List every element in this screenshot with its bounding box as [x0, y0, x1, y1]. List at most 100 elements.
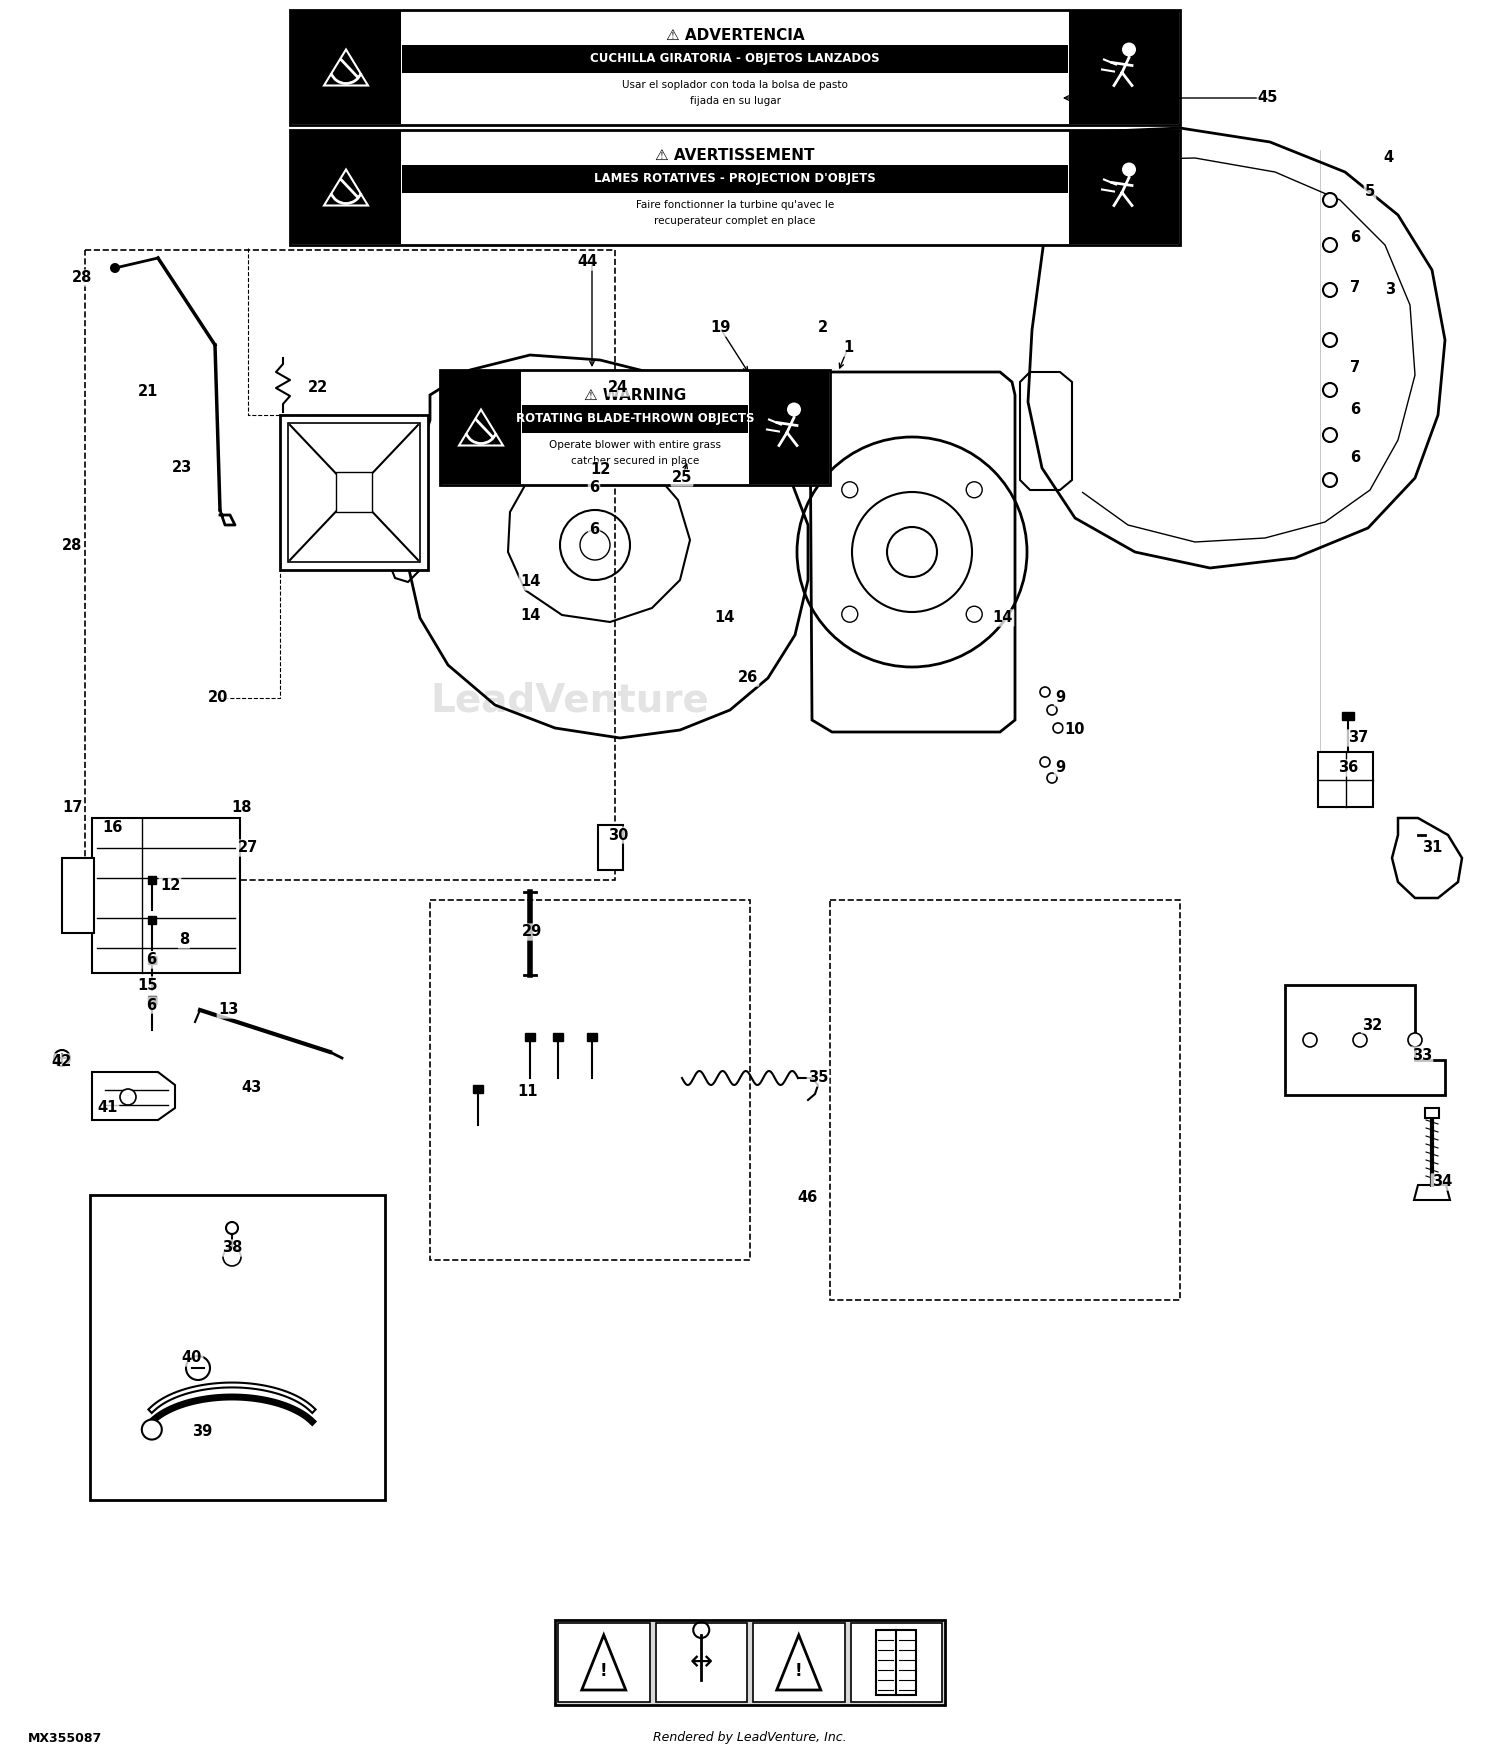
Text: ⚠ ADVERTENCIA: ⚠ ADVERTENCIA	[666, 28, 804, 42]
Circle shape	[1040, 758, 1050, 766]
Bar	[62, 858, 94, 933]
Bar	[280, 415, 428, 570]
Text: 2: 2	[818, 320, 828, 336]
Text: recuperateur complet en place: recuperateur complet en place	[654, 217, 816, 226]
Text: 34: 34	[1432, 1174, 1452, 1190]
Text: 14: 14	[993, 611, 1012, 625]
Circle shape	[110, 262, 120, 273]
Bar	[525, 1032, 536, 1041]
Circle shape	[224, 1248, 242, 1265]
Text: 12: 12	[160, 877, 180, 892]
Circle shape	[1323, 238, 1336, 252]
Bar	[148, 996, 156, 1004]
Text: 32: 32	[1362, 1017, 1382, 1032]
Circle shape	[226, 1222, 238, 1234]
Text: 23: 23	[172, 460, 192, 476]
Circle shape	[842, 481, 858, 497]
Text: 28: 28	[62, 537, 82, 553]
Text: 40: 40	[182, 1351, 203, 1365]
Text: 46: 46	[798, 1190, 818, 1206]
Bar	[402, 44, 1068, 74]
Circle shape	[1323, 383, 1336, 397]
Bar	[554, 1032, 562, 1041]
Bar	[1070, 131, 1179, 243]
Text: 6: 6	[146, 997, 156, 1013]
Bar	[90, 1195, 386, 1500]
Text: 42: 42	[53, 1055, 72, 1069]
Text: 5: 5	[1365, 184, 1376, 200]
Text: 31: 31	[1422, 840, 1442, 856]
Text: 38: 38	[222, 1241, 242, 1255]
Text: 27: 27	[238, 840, 258, 856]
Circle shape	[966, 481, 982, 497]
Text: 4: 4	[1383, 150, 1394, 166]
Text: Usar el soplador con toda la bolsa de pasto: Usar el soplador con toda la bolsa de pa…	[622, 80, 848, 91]
Bar	[290, 130, 1180, 245]
Text: Rendered by LeadVenture, Inc.: Rendered by LeadVenture, Inc.	[652, 1731, 847, 1745]
Text: 13: 13	[217, 1003, 238, 1017]
Circle shape	[142, 1419, 162, 1440]
Circle shape	[1122, 163, 1136, 177]
Circle shape	[1323, 429, 1336, 443]
Text: !: !	[795, 1662, 802, 1680]
Text: LeadVenture: LeadVenture	[430, 681, 710, 719]
Text: 26: 26	[738, 670, 758, 686]
Bar	[430, 900, 750, 1260]
Bar	[850, 1622, 942, 1703]
Text: 15: 15	[138, 978, 159, 992]
Bar	[148, 877, 156, 884]
Text: catcher secured in place: catcher secured in place	[572, 457, 699, 466]
Bar	[1342, 712, 1354, 719]
Text: 24: 24	[608, 380, 628, 396]
Text: 14: 14	[716, 611, 735, 625]
Text: 28: 28	[72, 271, 92, 285]
Circle shape	[1053, 723, 1064, 733]
Bar	[656, 1622, 747, 1703]
Bar	[586, 1032, 597, 1041]
Text: 41: 41	[98, 1101, 118, 1115]
Text: 20: 20	[209, 691, 228, 705]
Text: ↔: ↔	[690, 1648, 712, 1676]
Bar	[1318, 752, 1372, 807]
Text: 39: 39	[192, 1424, 211, 1440]
Text: 25: 25	[672, 471, 692, 485]
Text: 7: 7	[1350, 360, 1360, 376]
Text: 12: 12	[590, 462, 610, 478]
Circle shape	[1304, 1032, 1317, 1046]
Text: 33: 33	[1412, 1048, 1432, 1062]
Bar	[148, 915, 156, 924]
Circle shape	[1047, 774, 1058, 782]
Text: 44: 44	[578, 254, 598, 270]
Circle shape	[1040, 688, 1050, 696]
Text: 43: 43	[242, 1080, 262, 1096]
Text: ⚠ AVERTISSEMENT: ⚠ AVERTISSEMENT	[656, 147, 814, 163]
Circle shape	[788, 402, 801, 416]
Text: 6: 6	[146, 952, 156, 968]
Text: fijada en su lugar: fijada en su lugar	[690, 96, 780, 107]
Circle shape	[54, 1050, 70, 1066]
Circle shape	[120, 1088, 136, 1104]
Bar	[472, 1085, 483, 1094]
Text: LAMES ROTATIVES - PROJECTION D'OBJETS: LAMES ROTATIVES - PROJECTION D'OBJETS	[594, 172, 876, 186]
Bar	[1070, 10, 1179, 124]
Text: 6: 6	[1350, 402, 1360, 418]
Text: 9: 9	[1054, 691, 1065, 705]
Circle shape	[1323, 192, 1336, 206]
Circle shape	[1323, 284, 1336, 298]
Circle shape	[966, 606, 982, 623]
Bar	[290, 10, 1180, 124]
Text: 30: 30	[608, 828, 628, 842]
Bar	[598, 824, 622, 870]
Bar	[1425, 1108, 1438, 1118]
Bar	[86, 250, 615, 880]
Text: MX355087: MX355087	[28, 1731, 102, 1745]
Circle shape	[1047, 705, 1058, 716]
Bar	[440, 369, 830, 485]
Text: 21: 21	[138, 385, 158, 399]
Circle shape	[842, 606, 858, 623]
Circle shape	[1353, 1032, 1366, 1046]
Bar	[830, 900, 1180, 1300]
Text: 11: 11	[518, 1085, 538, 1099]
Bar	[522, 404, 748, 434]
Bar	[92, 817, 240, 973]
